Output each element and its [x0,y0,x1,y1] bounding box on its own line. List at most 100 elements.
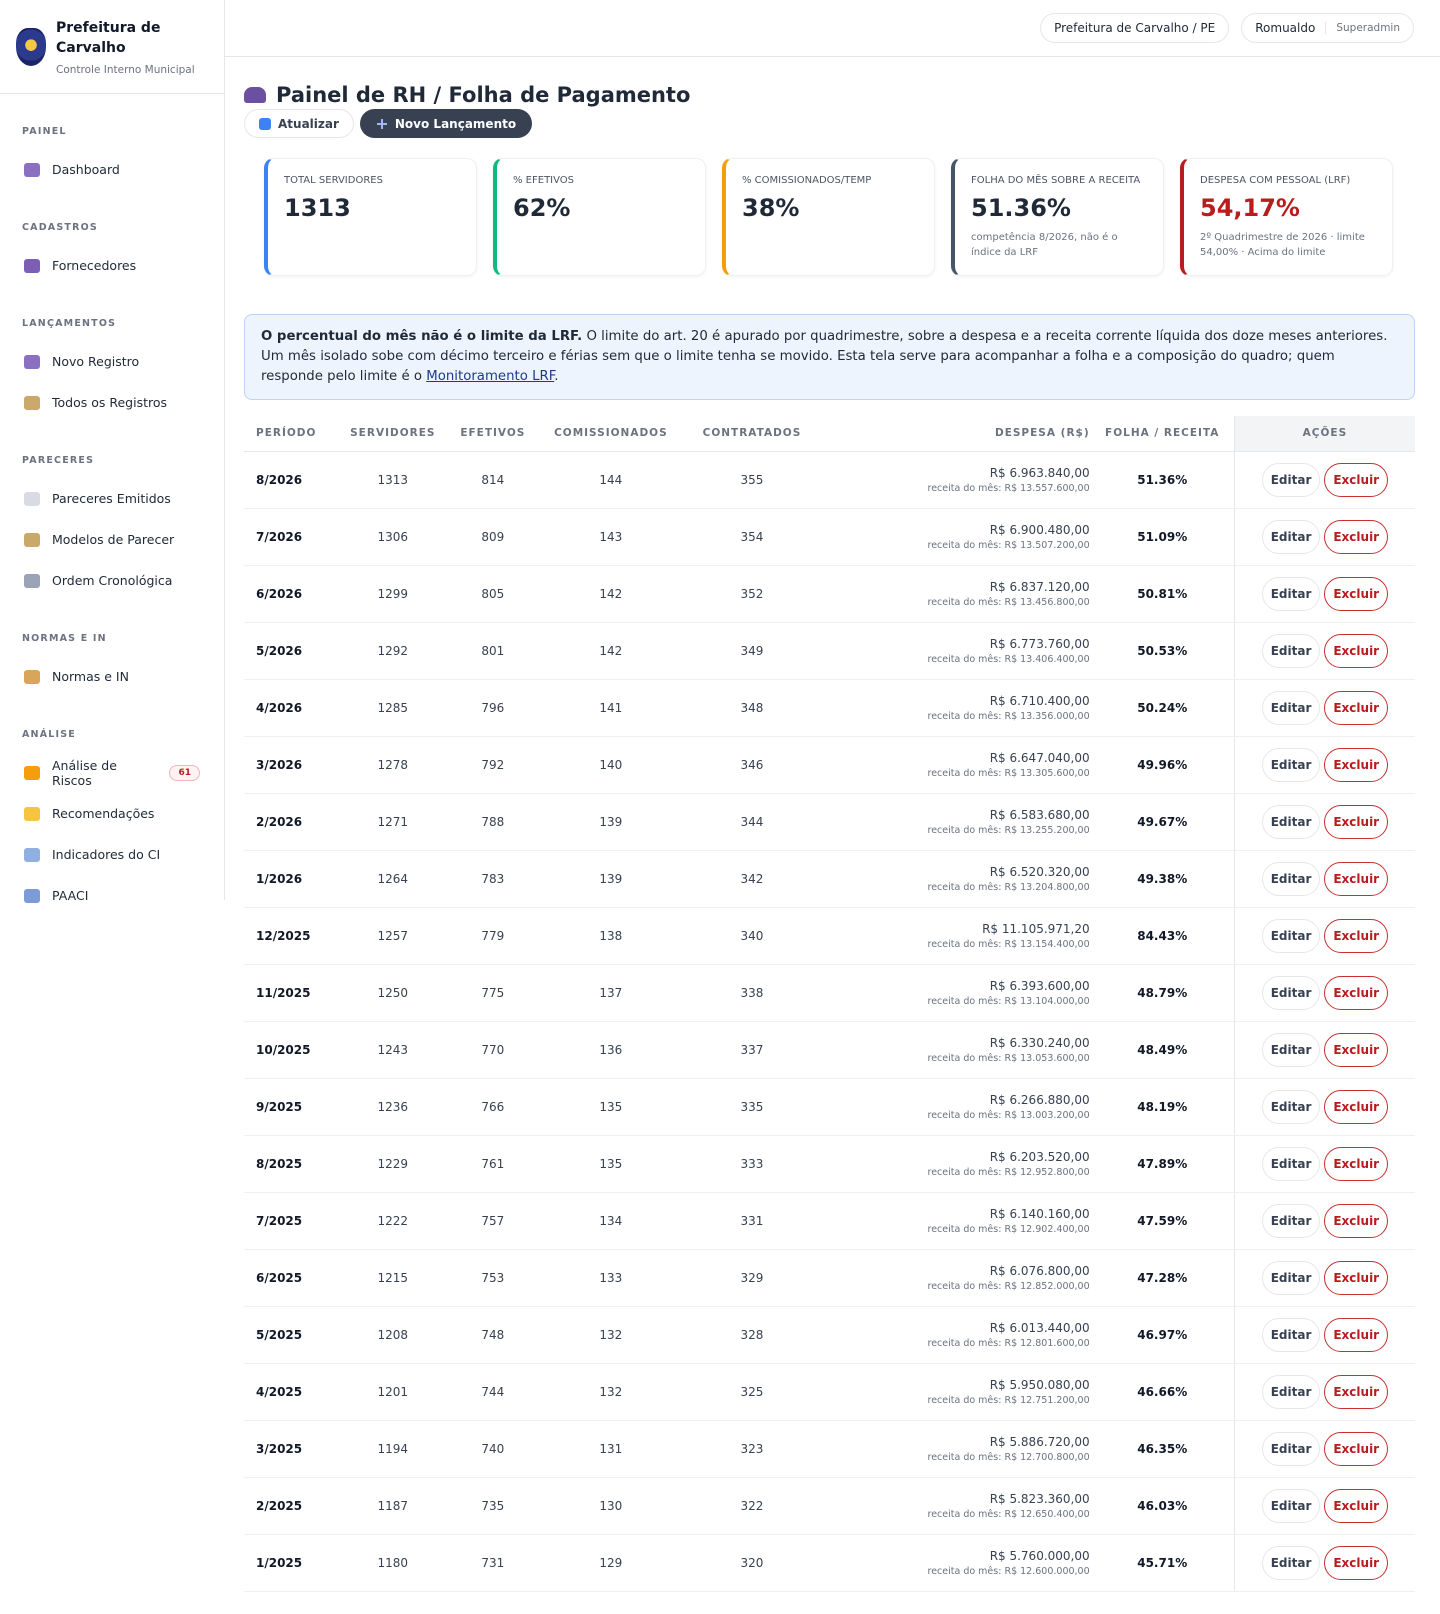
revenue-label: receita do mês: [927,1508,1002,1520]
table-row: 9/2025 1236 766 135 335 R$ 6.266.880,00 receit… [244,1078,1415,1136]
edit-button[interactable]: Editar [1261,690,1321,725]
edit-button[interactable]: Editar [1261,1488,1321,1523]
delete-button[interactable]: Excluir [1324,1089,1389,1124]
revenue-value: R$ 13.356.000,00 [1004,710,1090,722]
nav-item[interactable]: Fornecedores [0,245,224,286]
count: 775 [444,964,542,1022]
delete-button[interactable]: Excluir [1324,1488,1389,1523]
edit-button[interactable]: Editar [1261,1374,1321,1409]
delete-button[interactable]: Excluir [1324,1146,1389,1181]
delete-button[interactable]: Excluir [1324,804,1389,839]
user-menu[interactable]: Romualdo Superadmin [1241,13,1414,43]
delete-button[interactable]: Excluir [1324,1545,1389,1580]
kpi-value: 1313 [284,194,351,222]
revenue-label: receita do mês: [927,995,1002,1007]
nav-item[interactable]: Análise de Riscos 61 [0,752,224,793]
edit-button[interactable]: Editar [1261,576,1321,611]
refresh-button[interactable]: Atualizar [244,109,354,138]
expense: R$ 5.760.000,00 [989,1548,1090,1563]
page-heading: Painel de RH / Folha de Pagamento [244,83,1415,107]
delete-button[interactable]: Excluir [1324,861,1389,896]
expense-cell: R$ 6.900.480,00 receita do mês: R$ 13.507… [823,508,1091,566]
column-header: FOLHA / RECEITA [1090,416,1235,452]
edit-button[interactable]: Editar [1261,633,1321,668]
delete-button[interactable]: Excluir [1324,519,1389,554]
delete-button[interactable]: Excluir [1324,576,1389,611]
table-row: 5/2026 1292 801 142 349 R$ 6.773.760,00 receit… [244,622,1415,680]
expense: R$ 6.203.520,00 [989,1149,1090,1164]
delete-button[interactable]: Excluir [1324,690,1389,725]
actions: Editar Excluir [1233,679,1415,737]
delete-button[interactable]: Excluir [1324,633,1389,668]
sidebar: Prefeitura de Carvalho Controle Interno … [0,0,225,903]
nav-item[interactable]: Novo Registro [0,341,224,382]
nav-item[interactable]: Ordem Cronológica [0,560,224,601]
revenue-label: receita do mês: [927,1166,1002,1178]
edit-button[interactable]: Editar [1261,1032,1321,1067]
count: 134 [541,1192,681,1250]
user: Romualdo [1255,21,1316,35]
icon [24,573,40,588]
expense: R$ 6.963.840,00 [989,465,1090,480]
kpi-value: 54,17% [1200,194,1300,222]
count: 1306 [341,508,445,566]
icon [24,491,40,506]
new-button[interactable]: Novo Lançamento [359,109,533,138]
delete-button[interactable]: Excluir [1324,1374,1389,1409]
icon [24,532,40,547]
delete-button[interactable]: Excluir [1324,1203,1389,1238]
edit-button[interactable]: Editar [1261,1089,1321,1124]
edit-button[interactable]: Editar [1261,462,1321,497]
ratio: 84.43% [1090,907,1235,965]
delete-button[interactable]: Excluir [1324,462,1389,497]
edit-button[interactable]: Editar [1261,975,1321,1010]
edit-button[interactable]: Editar [1261,804,1321,839]
delete-button[interactable]: Excluir [1324,1431,1389,1466]
delete-button[interactable]: Excluir [1324,1032,1389,1067]
delete-button[interactable]: Excluir [1324,975,1389,1010]
revenue-value: R$ 13.003.200,00 [1004,1109,1090,1121]
delete-button[interactable]: Excluir [1324,1317,1389,1352]
edit-button[interactable]: Editar [1261,1260,1321,1295]
edit-button[interactable]: Editar [1261,1203,1321,1238]
period: 8/2025 [244,1135,342,1193]
edit-button[interactable]: Editar [1261,1146,1321,1181]
count: 328 [680,1306,824,1364]
edit-button[interactable]: Editar [1261,747,1321,782]
edit-button[interactable]: Editar [1261,918,1321,953]
edit-button[interactable]: Editar [1261,1317,1321,1352]
revenue: receita do mês: R$ 13.557.600,00 [825,483,1090,494]
nav-item[interactable]: PAACI [0,875,224,916]
count: 1180 [341,1534,445,1592]
nav-item[interactable]: Todos os Registros [0,382,224,423]
delete-button[interactable]: Excluir [1324,918,1389,953]
edit-button[interactable]: Editar [1261,1431,1321,1466]
ratio: 47.28% [1090,1249,1235,1307]
delete-button[interactable]: Excluir [1324,1260,1389,1295]
period: 11/2025 [244,964,342,1022]
table-row: 12/2025 1257 779 138 340 R$ 11.105.971,20 rece… [244,907,1415,965]
edit-button[interactable]: Editar [1261,519,1321,554]
revenue-label: receita do mês: [927,1109,1002,1121]
nav-label: Recomendações [52,806,155,821]
notice-link[interactable]: Monitoramento LRF [426,369,555,384]
nav-item[interactable]: Normas e IN [0,656,224,697]
actions: Editar Excluir [1233,907,1415,965]
nav-item[interactable]: Dashboard [0,149,224,190]
count: 796 [444,679,542,737]
label: Atualizar [278,116,339,131]
delete-button[interactable]: Excluir [1324,747,1389,782]
revenue-label: receita do mês: [927,1394,1002,1406]
plus-icon [376,118,387,129]
count: 129 [541,1534,681,1592]
edit-button[interactable]: Editar [1261,1545,1321,1580]
nav-item[interactable]: Recomendações [0,793,224,834]
count: 766 [444,1078,542,1136]
edit-button[interactable]: Editar [1261,861,1321,896]
count: 355 [680,451,824,509]
nav-item[interactable]: Pareceres Emitidos [0,478,224,519]
nav-item[interactable]: Modelos de Parecer [0,519,224,560]
icon [24,354,40,369]
location[interactable]: Prefeitura de Carvalho / PE [1040,13,1230,43]
nav-item[interactable]: Indicadores do CI [0,834,224,875]
